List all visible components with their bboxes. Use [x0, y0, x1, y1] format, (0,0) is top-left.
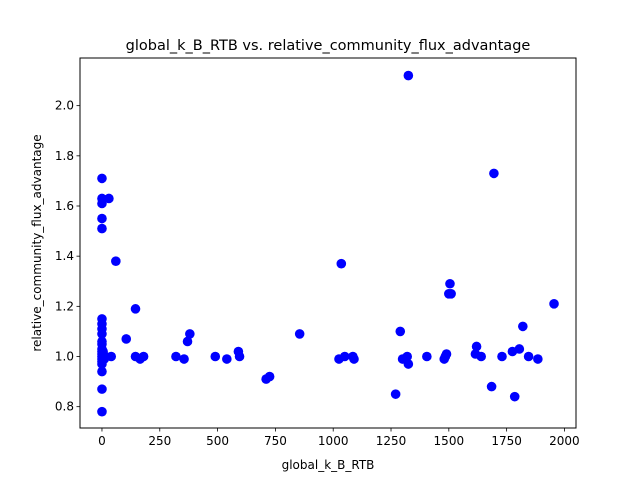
data-point-64 — [486, 381, 497, 392]
data-point-68 — [509, 391, 520, 402]
data-point-47 — [349, 354, 359, 364]
data-point-42 — [294, 329, 305, 339]
data-point-32 — [171, 351, 181, 362]
data-points — [97, 70, 559, 417]
y-axis-ticks: 0.8 1.0 1.2 1.4 1.6 1.8 2.0 — [55, 99, 80, 414]
y-tick-label-6: 2.0 — [55, 99, 74, 113]
data-point-27 — [121, 334, 132, 344]
data-point-2 — [97, 198, 107, 209]
data-point-70 — [518, 321, 528, 332]
data-point-71 — [523, 351, 534, 362]
data-point-33 — [179, 354, 189, 364]
x-tick-label-0: 0 — [98, 434, 106, 448]
data-point-60 — [446, 289, 456, 299]
data-point-25 — [106, 351, 117, 362]
x-tick-label-1: 250 — [148, 434, 171, 448]
x-tick-label-6: 1500 — [434, 434, 465, 448]
x-tick-label-7: 1750 — [491, 434, 522, 448]
data-point-4 — [97, 223, 107, 234]
data-point-19 — [97, 384, 107, 394]
data-point-31 — [138, 351, 149, 362]
data-point-3 — [97, 213, 107, 224]
data-point-63 — [476, 351, 486, 362]
data-point-65 — [489, 168, 499, 179]
data-point-54 — [422, 351, 432, 362]
y-tick-label-2: 1.2 — [55, 299, 74, 313]
data-point-45 — [339, 351, 350, 362]
data-point-24 — [104, 193, 114, 204]
data-point-62 — [471, 341, 482, 352]
x-axis-ticks: 0 250 500 750 1000 1250 1500 1750 2000 — [98, 428, 580, 448]
data-point-59 — [445, 278, 455, 289]
y-tick-label-3: 1.4 — [55, 249, 74, 263]
chart-title: global_k_B_RTB vs. relative_community_fl… — [126, 38, 531, 54]
data-point-72 — [533, 354, 543, 364]
x-tick-label-4: 1000 — [318, 434, 349, 448]
data-point-37 — [222, 354, 232, 364]
data-point-53 — [403, 359, 414, 369]
data-point-73 — [549, 299, 559, 309]
data-point-57 — [441, 349, 452, 359]
y-axis-label: relative_community_flux_advantage — [30, 134, 44, 351]
data-point-66 — [497, 351, 507, 362]
x-axis-label: global_k_B_RTB — [282, 458, 375, 472]
data-point-48 — [390, 389, 401, 399]
x-tick-label-8: 2000 — [549, 434, 580, 448]
data-point-39 — [234, 351, 245, 362]
data-point-41 — [264, 371, 275, 382]
data-point-8 — [97, 329, 107, 339]
y-tick-label-4: 1.6 — [55, 199, 74, 213]
data-point-51 — [402, 351, 413, 362]
data-point-44 — [336, 258, 347, 269]
y-tick-label-5: 1.8 — [55, 149, 74, 163]
x-tick-label-5: 1250 — [376, 434, 407, 448]
data-point-0 — [97, 173, 107, 184]
data-point-28 — [130, 304, 141, 314]
plot-frame — [79, 57, 577, 429]
data-point-52 — [403, 70, 414, 81]
data-point-20 — [97, 406, 107, 417]
data-point-34 — [182, 336, 193, 347]
data-point-49 — [395, 326, 406, 337]
x-tick-label-2: 500 — [206, 434, 229, 448]
y-tick-label-0: 0.8 — [55, 400, 74, 414]
data-point-26 — [111, 256, 121, 266]
y-tick-label-1: 1.0 — [55, 350, 74, 364]
data-point-18 — [97, 366, 107, 377]
data-point-35 — [185, 329, 195, 339]
data-point-69 — [514, 344, 525, 354]
x-tick-label-3: 750 — [264, 434, 287, 448]
data-point-36 — [210, 351, 221, 362]
